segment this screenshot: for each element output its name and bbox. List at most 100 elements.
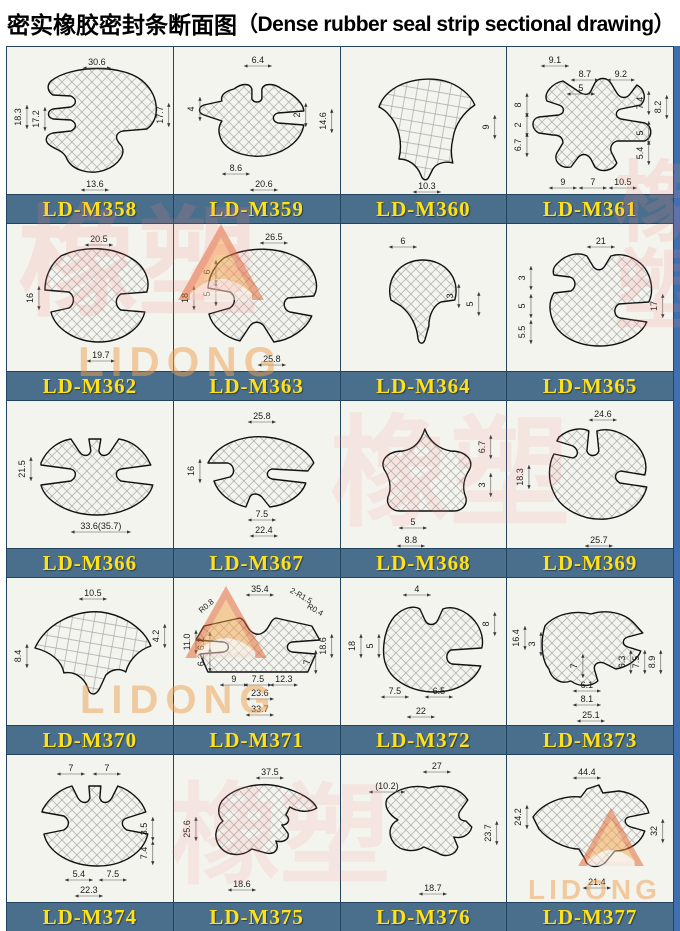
- profile-drawing: 4 18 5 8 7.5 6.5 22: [346, 584, 496, 719]
- dimension-label: 18.6: [233, 879, 250, 889]
- dimension-label: R0.8: [197, 597, 216, 615]
- dimension-label: 23.7: [482, 824, 492, 842]
- profile-drawing: 16.4 3 7 6.3 7.5 8.9 6.1 8.1 25.1: [511, 611, 663, 723]
- dimension-label: 21: [596, 236, 606, 246]
- drawing-cell-LD-M375: 37.5 25.6 18.6: [173, 755, 340, 902]
- dimension-label: 4.2: [151, 630, 161, 643]
- dimension-label: 8.1: [581, 694, 593, 704]
- dimension-label: 5.4: [73, 869, 85, 879]
- profile-drawing: 9.1 8.7 9.2 5 8 2 6.7 7.4 8.2 5 5.4 9 7 10.5: [513, 55, 669, 190]
- dimension-label: 3: [517, 275, 527, 280]
- dimension-label: 22.3: [80, 885, 97, 895]
- seal-profile: [388, 259, 457, 344]
- dimension-label: 2: [292, 112, 302, 117]
- dimension-label: 18: [346, 641, 356, 651]
- dimension-label: 6.5: [432, 686, 444, 696]
- dimension-label: 17.7: [155, 106, 165, 124]
- model-label: LD-M359: [173, 195, 340, 223]
- dimension-label: 9: [561, 177, 566, 187]
- seal-profile: [34, 611, 152, 695]
- dimension-label: 6.3: [617, 656, 627, 669]
- dimension-label: 17.2: [31, 110, 41, 128]
- profile-drawing: 6.7 3 5 8.8: [381, 428, 492, 548]
- dimension-label: 22.4: [255, 525, 272, 535]
- drawing-cell-LD-M376: 27 (10.2) 23.7 18.7: [340, 755, 507, 902]
- seal-profile: [206, 248, 317, 343]
- dimension-label: 44.4: [578, 767, 595, 777]
- dimension-label: 7: [591, 177, 596, 187]
- dimension-label: 9.2: [615, 69, 627, 79]
- dimension-label: 18.7: [424, 883, 441, 893]
- profile-drawing: 44.4 24.2 32 21.4: [513, 767, 665, 890]
- model-label: LD-M366: [7, 549, 173, 577]
- model-label: LD-M371: [173, 726, 340, 754]
- dimension-label: 13.6: [86, 179, 103, 189]
- dimension-label: 5.5: [517, 326, 527, 339]
- dimension-label: 8.8: [404, 535, 416, 545]
- seal-profile: [377, 78, 475, 181]
- dimension-label: 16.4: [511, 629, 521, 647]
- dimension-label: 18.3: [13, 108, 23, 126]
- dimension-label: 23.6: [251, 688, 268, 698]
- seal-profile: [198, 83, 305, 157]
- dimension-label: 6.1: [581, 680, 593, 690]
- drawing-cell-LD-M374: 7 7 3.5 7.4 5.4 7.5 22.3: [7, 755, 173, 902]
- dimension-label: 7: [68, 763, 73, 773]
- dimension-label: 7: [104, 763, 109, 773]
- drawing-cell-LD-M365: 21 3 5 5.5 17: [507, 224, 673, 371]
- dimension-label: 11.0: [182, 634, 192, 651]
- dimension-label: 9: [231, 674, 236, 684]
- model-label: LD-M376: [340, 903, 507, 931]
- dimension-label: 10.3: [418, 181, 435, 191]
- dimension-label: 24.2: [513, 808, 523, 826]
- profile-drawing: 35.4R0.82-R1.5R0.411.0 6.26.218.679 7.5 12.…: [182, 584, 334, 717]
- dimension-label: 6.4: [251, 55, 263, 65]
- dimension-label: 21.5: [17, 460, 27, 478]
- model-label: LD-M372: [340, 726, 507, 754]
- dimension-label: R0.4: [305, 602, 325, 619]
- dimension-label: 7.5: [388, 686, 400, 696]
- dimension-label: 7.4: [635, 97, 645, 110]
- page-title: 密实橡胶密封条断面图 （Dense rubber seal strip secti…: [0, 0, 680, 45]
- dimension-label: 25.8: [253, 411, 270, 421]
- drawing-cell-LD-M364: 6 3 5: [340, 224, 507, 371]
- dimension-label: 9.1: [549, 55, 561, 65]
- seal-profile: [532, 784, 650, 868]
- dimension-label: 10.5: [614, 177, 631, 187]
- drawing-cell-LD-M362: 20.5 16 19.7: [7, 224, 173, 371]
- profile-drawing: 20.5 16 19.7: [25, 234, 149, 363]
- seal-profile: [382, 606, 483, 693]
- drawing-cell-LD-M363: 26.5 6 5 18 25.8: [173, 224, 340, 371]
- page-title-zh: 密实橡胶密封条断面图: [7, 12, 237, 39]
- drawing-cell-LD-M373: 16.4 3 7 6.3 7.5 8.9 6.1 8.1 25.1: [507, 578, 673, 725]
- dimension-label: 14.6: [318, 112, 328, 130]
- dimension-label: 5: [464, 301, 474, 306]
- seal-profile: [40, 438, 154, 516]
- model-label: LD-M377: [507, 903, 673, 931]
- drawing-cell-LD-M370: 10.5 8.4 4.2: [7, 578, 173, 725]
- dimension-label: 6: [202, 269, 212, 274]
- drawing-grid: 30.6 18.3 17.2 17.7 13.6 6.4 4 2 14.6 8.6 20.6 9 10.…: [6, 46, 674, 931]
- dimension-label: 8.9: [647, 656, 657, 669]
- profile-drawing: 24.6 18.3 25.7: [515, 409, 648, 548]
- model-label: LD-M361: [507, 195, 673, 223]
- dimension-label: 20.6: [255, 179, 272, 189]
- right-frame-strip: [674, 46, 680, 931]
- dimension-label: 8.2: [653, 101, 663, 114]
- dimension-label: 7.5: [631, 656, 641, 669]
- profile-drawing: 26.5 6 5 18 25.8: [180, 232, 317, 367]
- dimension-label: (10.2): [375, 781, 398, 791]
- dimension-label: 3: [527, 641, 537, 646]
- dimension-label: 25.8: [263, 354, 280, 364]
- profile-drawing: 6 3 5: [388, 236, 480, 344]
- drawing-cell-LD-M377: 44.4 24.2 32 21.4: [507, 755, 673, 902]
- model-label: LD-M370: [7, 726, 173, 754]
- dimension-label: 10.5: [84, 588, 101, 598]
- model-label: LD-M369: [507, 549, 673, 577]
- dimension-label: 6.2: [196, 654, 206, 667]
- model-label: LD-M365: [507, 372, 673, 400]
- dimension-label: 16: [186, 466, 196, 476]
- dimension-label: 35.4: [251, 584, 268, 594]
- dimension-label: 5: [410, 517, 415, 527]
